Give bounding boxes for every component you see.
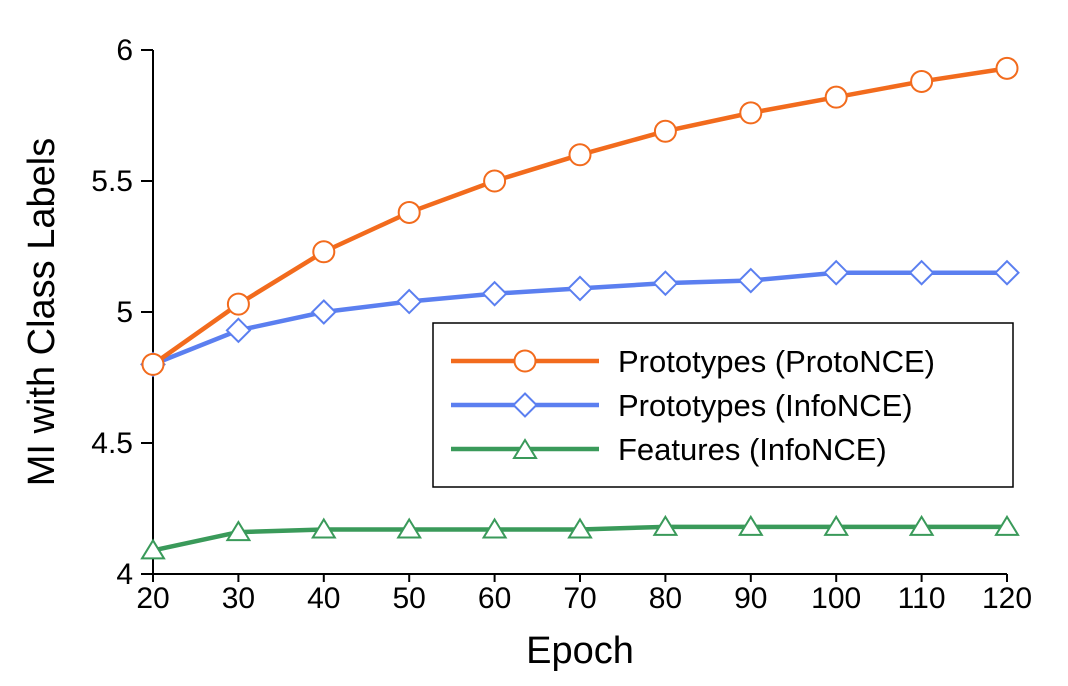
series-diamond: [140, 259, 1020, 378]
legend-marker: [512, 438, 538, 459]
axes: [152, 50, 1007, 575]
data-point: [310, 299, 337, 325]
data-point: [481, 280, 508, 307]
data-point: [226, 292, 250, 316]
series-triangle: [140, 514, 1020, 560]
series-layer: [140, 56, 1020, 560]
data-point: [739, 101, 763, 125]
data-point: [908, 514, 935, 536]
x-tick-label: 110: [898, 582, 946, 615]
data-point: [994, 259, 1020, 286]
x-tick-label: 120: [982, 582, 1032, 615]
x-axis-title: Epoch: [526, 630, 634, 672]
data-point: [396, 517, 422, 539]
data-point: [908, 259, 935, 286]
data-point: [311, 517, 337, 539]
data-point: [312, 240, 336, 264]
data-point: [824, 85, 848, 109]
data-point: [910, 69, 934, 93]
y-tick-label: 6: [116, 34, 133, 67]
data-point: [225, 520, 252, 542]
x-tick-label: 80: [649, 582, 682, 615]
y-tick-label: 5.5: [91, 165, 133, 198]
data-point: [994, 514, 1020, 536]
x-tick-label: 70: [563, 582, 596, 615]
data-point: [823, 259, 850, 286]
x-tick-label: 60: [478, 582, 511, 615]
legend-marker: [513, 349, 537, 373]
legend-label: Prototypes (InfoNCE): [618, 388, 913, 423]
data-point: [481, 517, 508, 539]
data-point: [483, 169, 507, 193]
data-point: [568, 143, 592, 167]
data-point: [397, 200, 421, 224]
x-ticks: 20 30 40 50 60 70 80 90 100 110 120: [136, 574, 1032, 615]
data-point: [738, 514, 764, 536]
data-point: [652, 514, 679, 536]
x-tick-label: 100: [811, 582, 861, 615]
data-point: [396, 288, 423, 315]
x-tick-label: 50: [393, 582, 426, 615]
data-point: [567, 275, 593, 302]
legend-label: Prototypes (ProtoNCE): [618, 344, 935, 379]
data-point: [141, 352, 165, 376]
x-tick-label: 20: [136, 582, 169, 615]
data-point: [995, 56, 1019, 80]
data-point: [140, 538, 166, 560]
y-tick-label: 4.5: [91, 427, 133, 460]
data-point: [653, 119, 677, 143]
y-axis-title: MI with Class Labels: [21, 138, 63, 486]
legend-marker: [512, 392, 538, 418]
y-tick-label: 5: [116, 296, 133, 329]
series-circle: [141, 56, 1019, 376]
y-tick-label: 4: [116, 558, 133, 591]
data-point: [823, 514, 849, 536]
legend-label: Features (InfoNCE): [618, 432, 887, 467]
x-tick-label: 30: [222, 582, 255, 615]
data-point: [567, 517, 593, 539]
data-point: [737, 267, 764, 294]
x-tick-label: 40: [307, 582, 340, 615]
data-point: [225, 317, 252, 344]
x-tick-label: 90: [734, 582, 767, 615]
y-ticks: 4 4.5 5 5.5 6: [91, 34, 153, 591]
legend: Prototypes (ProtoNCE) Prototypes (InfoNCE…: [432, 322, 1014, 488]
data-point: [652, 270, 679, 297]
